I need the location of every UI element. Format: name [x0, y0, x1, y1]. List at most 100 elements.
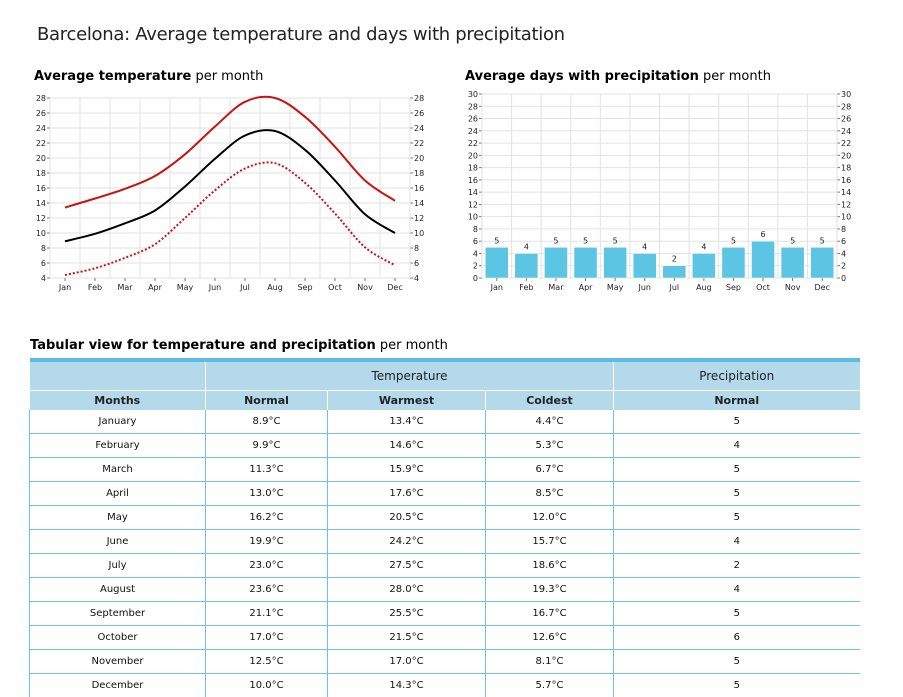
precipitation-bar — [663, 266, 686, 278]
precipitation-chart-heading-rest: per month — [699, 69, 771, 84]
normal-temp-cell: 10.0°C — [206, 674, 328, 697]
bar-data-label: 5 — [613, 236, 618, 245]
warmest-cell: 25.5°C — [328, 602, 486, 626]
precipitation-chart-heading-bold: Average days with precipitation — [465, 69, 699, 84]
normal-temp-cell: 9.9°C — [206, 434, 328, 458]
precip-cell: 5 — [614, 650, 860, 674]
x-tick-label: Feb — [519, 283, 533, 292]
y-tick-label-left: 22 — [36, 139, 46, 148]
y-tick-label-left: 20 — [468, 151, 478, 160]
precipitation-bar — [574, 247, 597, 278]
column-header-normal-precip: Normal — [614, 391, 860, 411]
warmest-cell: 14.3°C — [328, 674, 486, 697]
y-tick-label-right: 24 — [414, 124, 424, 133]
y-tick-label-right: 18 — [414, 169, 424, 178]
x-tick-label: Sep — [726, 283, 741, 292]
y-tick-label-left: 28 — [468, 102, 478, 111]
group-header-empty — [30, 362, 206, 391]
y-tick-label-right: 30 — [841, 90, 851, 99]
y-tick-label-left: 6 — [473, 237, 478, 246]
precipitation-bar — [544, 247, 567, 278]
y-tick-label-right: 28 — [841, 102, 851, 111]
y-tick-label-left: 14 — [468, 188, 478, 197]
y-tick-label-right: 0 — [841, 274, 846, 283]
normal-temp-cell: 16.2°C — [206, 506, 328, 530]
y-tick-label-left: 18 — [36, 169, 46, 178]
bar-data-label: 5 — [731, 236, 736, 245]
temperature-chart-heading-bold: Average temperature — [34, 69, 191, 84]
month-cell: January — [30, 410, 206, 434]
month-cell: November — [30, 650, 206, 674]
coldest-cell: 15.7°C — [486, 530, 614, 554]
y-tick-label-right: 26 — [414, 109, 424, 118]
table-heading-bold: Tabular view for temperature and precipi… — [30, 338, 376, 353]
normal-temp-cell: 17.0°C — [206, 626, 328, 650]
x-tick-label: Jun — [208, 283, 222, 292]
month-cell: February — [30, 434, 206, 458]
x-tick-label: Aug — [267, 283, 283, 292]
y-tick-label-right: 22 — [414, 139, 424, 148]
y-tick-label-left: 18 — [468, 164, 478, 173]
table-group-header-row: Temperature Precipitation — [30, 362, 860, 391]
y-tick-label-left: 16 — [468, 176, 478, 185]
column-header-normal-temp: Normal — [206, 391, 328, 411]
normal-temp-cell: 23.0°C — [206, 554, 328, 578]
y-tick-label-right: 26 — [841, 115, 851, 124]
coldest-cell: 4.4°C — [486, 410, 614, 434]
x-tick-label: Apr — [148, 283, 163, 292]
x-tick-label: May — [607, 283, 624, 292]
normal-temp-cell: 23.6°C — [206, 578, 328, 602]
normal-temp-cell: 11.3°C — [206, 458, 328, 482]
precipitation-bar — [781, 247, 804, 278]
precip-cell: 5 — [614, 602, 860, 626]
y-tick-label-right: 6 — [841, 237, 846, 246]
y-tick-label-left: 0 — [473, 274, 478, 283]
table-heading-rest: per month — [376, 338, 448, 353]
x-tick-label: Mar — [117, 283, 133, 292]
warmest-cell: 17.6°C — [328, 482, 486, 506]
month-cell: August — [30, 578, 206, 602]
y-tick-label-right: 8 — [841, 225, 846, 234]
y-tick-label-right: 24 — [841, 127, 851, 136]
y-tick-label-left: 20 — [36, 154, 46, 163]
y-tick-label-right: 12 — [841, 200, 851, 209]
precip-cell: 5 — [614, 410, 860, 434]
y-tick-label-left: 22 — [468, 139, 478, 148]
warmest-cell: 17.0°C — [328, 650, 486, 674]
temperature-chart-heading: Average temperature per month — [34, 69, 263, 84]
bar-data-label: 6 — [760, 230, 765, 239]
coldest-cell: 12.0°C — [486, 506, 614, 530]
y-tick-label-right: 18 — [841, 164, 851, 173]
table-heading: Tabular view for temperature and precipi… — [30, 338, 448, 353]
precipitation-bar — [633, 253, 656, 278]
bar-data-label: 5 — [790, 236, 795, 245]
x-tick-label: Jan — [490, 283, 503, 292]
column-header-months: Months — [30, 391, 206, 411]
y-tick-label-left: 2 — [473, 262, 478, 271]
y-tick-label-right: 16 — [414, 184, 424, 193]
warmest-cell: 27.5°C — [328, 554, 486, 578]
coldest-cell: 8.5°C — [486, 482, 614, 506]
y-tick-label-right: 6 — [414, 259, 419, 268]
x-tick-label: Sep — [297, 283, 312, 292]
month-cell: May — [30, 506, 206, 530]
coldest-cell: 16.7°C — [486, 602, 614, 626]
y-tick-label-left: 8 — [41, 244, 46, 253]
y-tick-label-right: 14 — [414, 199, 424, 208]
warmest-cell: 14.6°C — [328, 434, 486, 458]
coldest-cell: 18.6°C — [486, 554, 614, 578]
column-header-coldest: Coldest — [486, 391, 614, 411]
bar-data-label: 5 — [583, 236, 588, 245]
x-tick-label: Aug — [696, 283, 712, 292]
y-tick-label-right: 20 — [841, 151, 851, 160]
precip-cell: 5 — [614, 674, 860, 697]
